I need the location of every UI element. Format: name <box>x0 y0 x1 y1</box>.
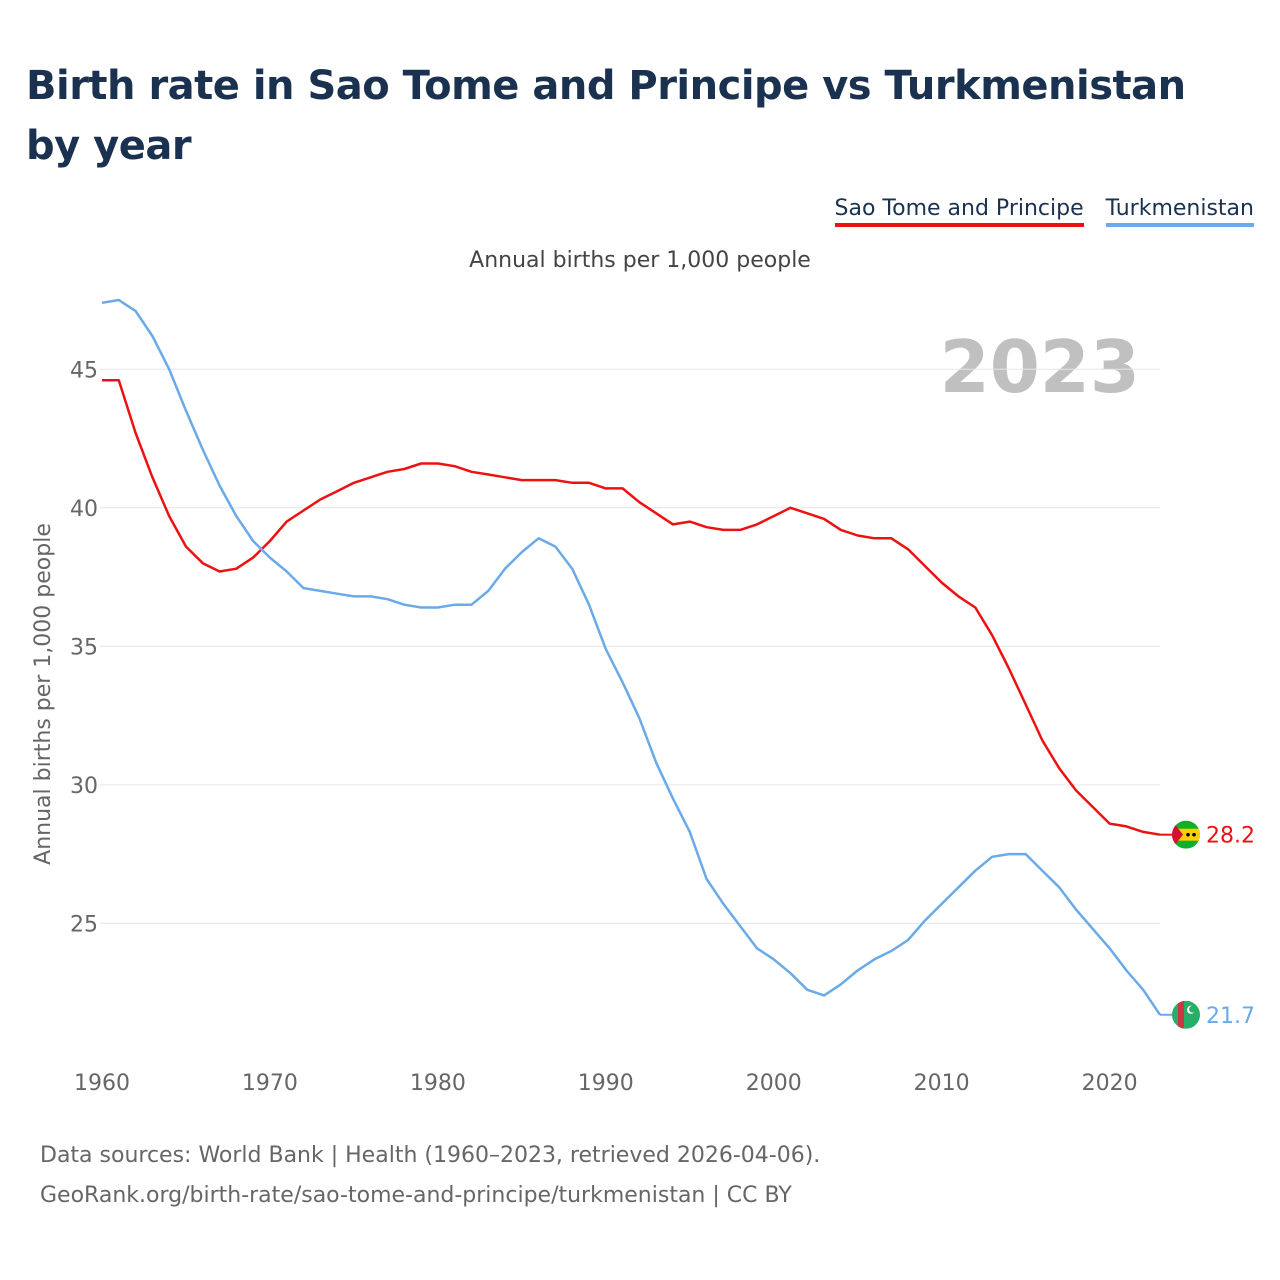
x-tick-label-2010: 2010 <box>914 1071 970 1096</box>
y-tick-label-35: 35 <box>70 635 98 660</box>
legend-item-sao-tome[interactable]: Sao Tome and Principe <box>834 196 1084 227</box>
y-tick-label-30: 30 <box>70 774 98 799</box>
y-tick-label-25: 25 <box>70 912 98 937</box>
x-tick-label-1960: 1960 <box>74 1071 130 1096</box>
footer-sources: Data sources: World Bank | Health (1960–… <box>40 1143 821 1168</box>
series-line-turkmenistan <box>101 298 1162 1016</box>
x-tick-label-1980: 1980 <box>410 1071 466 1096</box>
x-tick-label-2020: 2020 <box>1082 1071 1138 1096</box>
x-tick-label-2000: 2000 <box>746 1071 802 1096</box>
x-tick-label-1990: 1990 <box>578 1071 634 1096</box>
flag-icon-sao-tome <box>1172 820 1200 849</box>
end-value-label-turkmenistan: 21.7 <box>1206 1004 1255 1029</box>
legend: Sao Tome and Principe Turkmenistan <box>834 196 1254 227</box>
flag-icon-turkmenistan <box>1172 1000 1200 1029</box>
footer: Data sources: World Bank | Health (1960–… <box>40 1136 820 1216</box>
end-value-label-sao-tome: 28.2 <box>1206 824 1255 849</box>
legend-item-turkmenistan[interactable]: Turkmenistan <box>1105 196 1254 227</box>
y-tick-label-45: 45 <box>70 358 98 383</box>
footer-url: GeoRank.org/birth-rate/sao-tome-and-prin… <box>40 1183 792 1208</box>
y-tick-label-40: 40 <box>70 497 98 522</box>
x-tick-label-1970: 1970 <box>242 1071 298 1096</box>
chart-title: Birth rate in Sao Tome and Principe vs T… <box>26 63 1186 169</box>
chart-subtitle: Annual births per 1,000 people <box>469 248 811 273</box>
y-axis-label: Annual births per 1,000 people <box>31 523 56 865</box>
year-watermark: 2023 <box>940 325 1140 409</box>
series-line-sao-tome <box>102 379 1161 836</box>
